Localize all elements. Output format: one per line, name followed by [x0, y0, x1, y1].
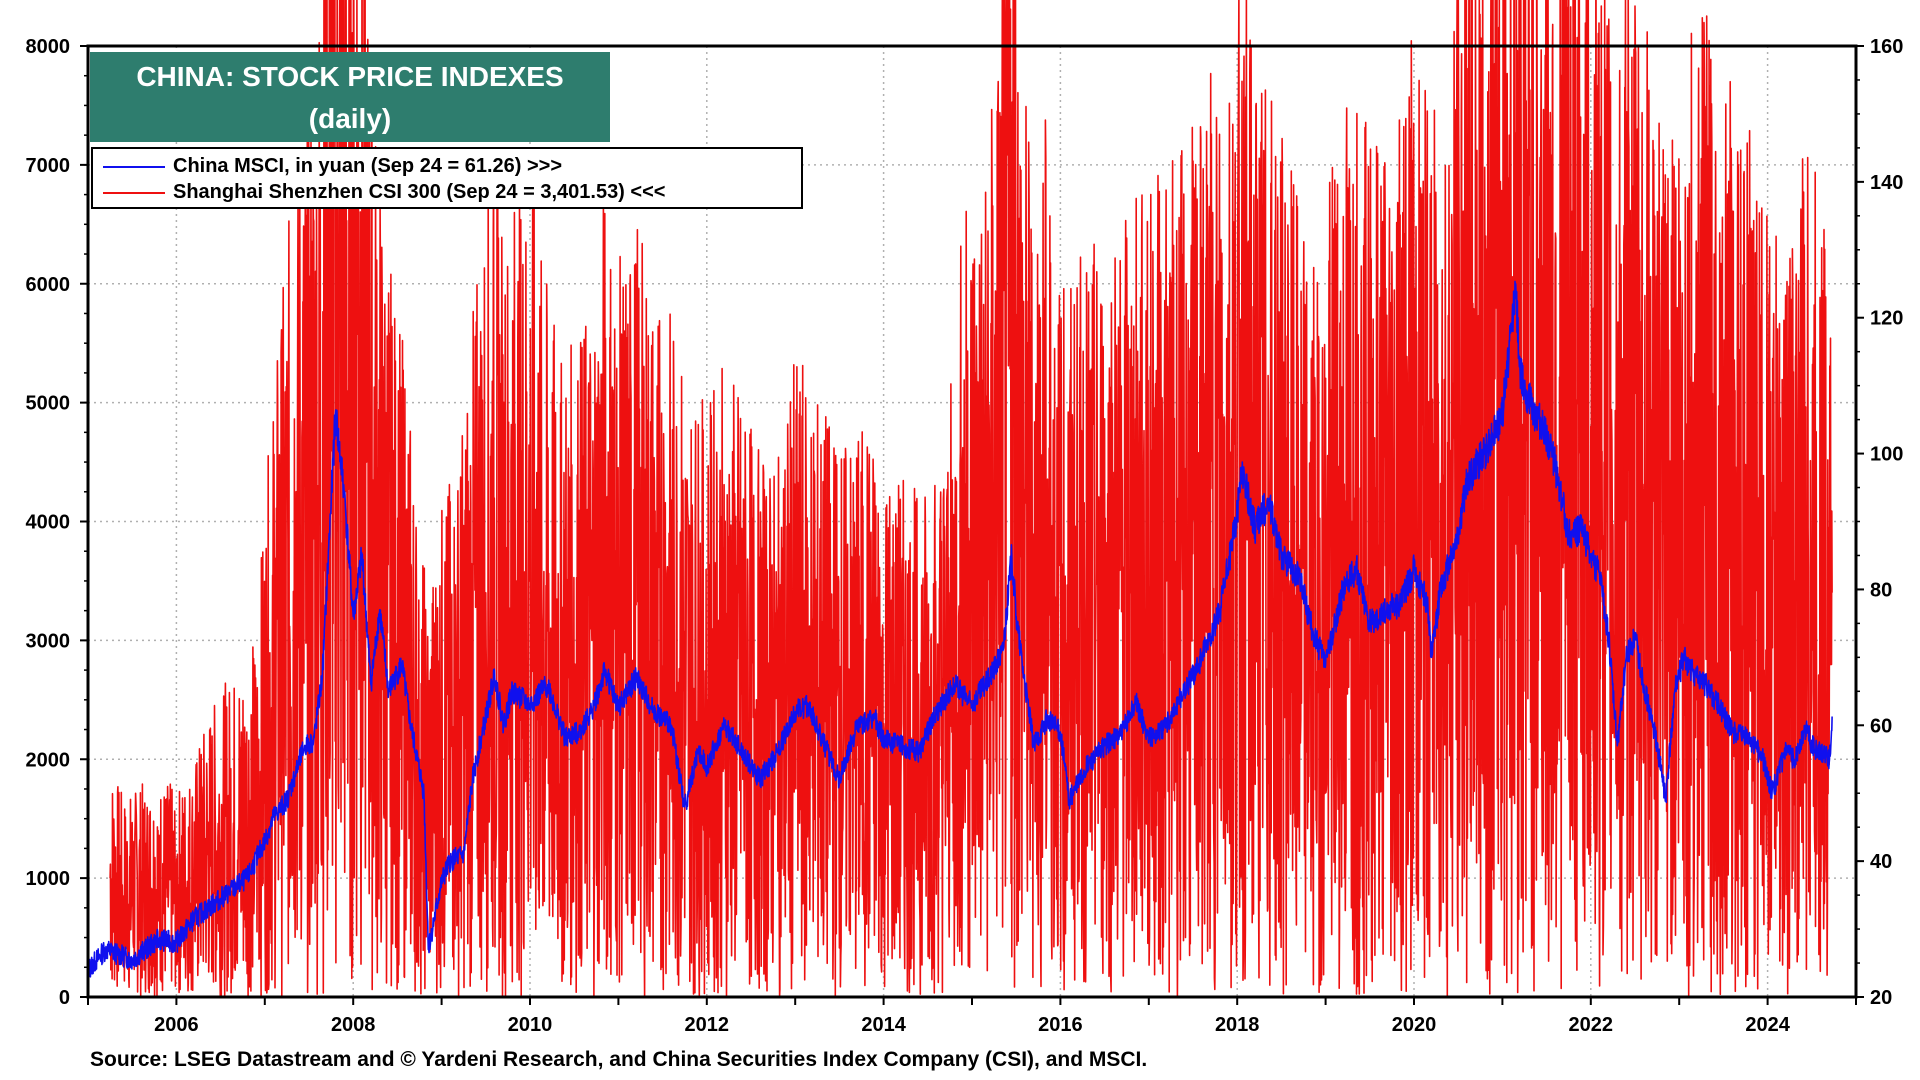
x-tick-label: 2012: [685, 1014, 730, 1036]
x-tick-label: 2018: [1215, 1014, 1260, 1036]
y-right-tick-label: 160: [1870, 36, 1903, 58]
y-left-tick-label: 1000: [26, 868, 71, 890]
source-note: Source: LSEG Datastream and © Yardeni Re…: [90, 1048, 1148, 1071]
y-left-tick-label: 6000: [26, 274, 71, 296]
legend-swatch-csi: [103, 191, 165, 194]
legend-entry-msci: China MSCI, in yuan (Sep 24 = 61.26) >>>: [103, 153, 562, 179]
x-tick-label: 2010: [508, 1014, 553, 1036]
x-tick-label: 2006: [154, 1014, 199, 1036]
legend-label-msci: China MSCI, in yuan (Sep 24 = 61.26) >>>: [173, 155, 563, 177]
y-right-tick-label: 40: [1870, 851, 1892, 873]
y-left-tick-label: 0: [59, 987, 70, 1009]
axes: 0 1000 2000 3000 4000 5000 6000 7000 8000 20 40 60 8…: [26, 36, 1904, 1036]
y-left-tick-label: 8000: [26, 36, 71, 58]
y-left-tick-label: 7000: [26, 155, 71, 177]
y-right-tick-label: 20: [1870, 987, 1892, 1009]
x-tick-label: 2022: [1569, 1014, 1614, 1036]
y-right-tick-label: 140: [1870, 172, 1903, 194]
x-tick-label: 2008: [331, 1014, 376, 1036]
x-tick-label: 2014: [861, 1014, 906, 1036]
chart-title: CHINA: STOCK PRICE INDEXES: [136, 61, 564, 92]
series-layer: [87, 0, 1833, 998]
chart-subtitle: (daily): [308, 103, 392, 134]
legend-swatch-msci: [103, 165, 165, 168]
legend-entry-csi: Shanghai Shenzhen CSI 300 (Sep 24 = 3,40…: [103, 179, 665, 205]
x-tick-label: 2016: [1038, 1014, 1083, 1036]
y-left-tick-label: 4000: [26, 512, 71, 534]
y-right-tick-label: 60: [1870, 715, 1892, 737]
legend: China MSCI, in yuan (Sep 24 = 61.26) >>>…: [91, 147, 803, 209]
chart-title-box: CHINA: STOCK PRICE INDEXES (daily): [90, 52, 610, 142]
legend-label-csi: Shanghai Shenzhen CSI 300 (Sep 24 = 3,40…: [173, 181, 666, 203]
y-right-tick-label: 80: [1870, 579, 1892, 601]
y-left-tick-label: 3000: [26, 630, 71, 652]
series-china-msci-line: [87, 280, 1833, 978]
x-tick-label: 2020: [1392, 1014, 1437, 1036]
series-csi300-line: [109, 0, 1833, 998]
x-tick-label: 2024: [1745, 1014, 1790, 1036]
y-right-tick-label: 100: [1870, 444, 1903, 466]
y-left-tick-label: 2000: [26, 749, 71, 771]
y-right-tick-label: 120: [1870, 308, 1903, 330]
y-left-tick-label: 5000: [26, 393, 71, 415]
